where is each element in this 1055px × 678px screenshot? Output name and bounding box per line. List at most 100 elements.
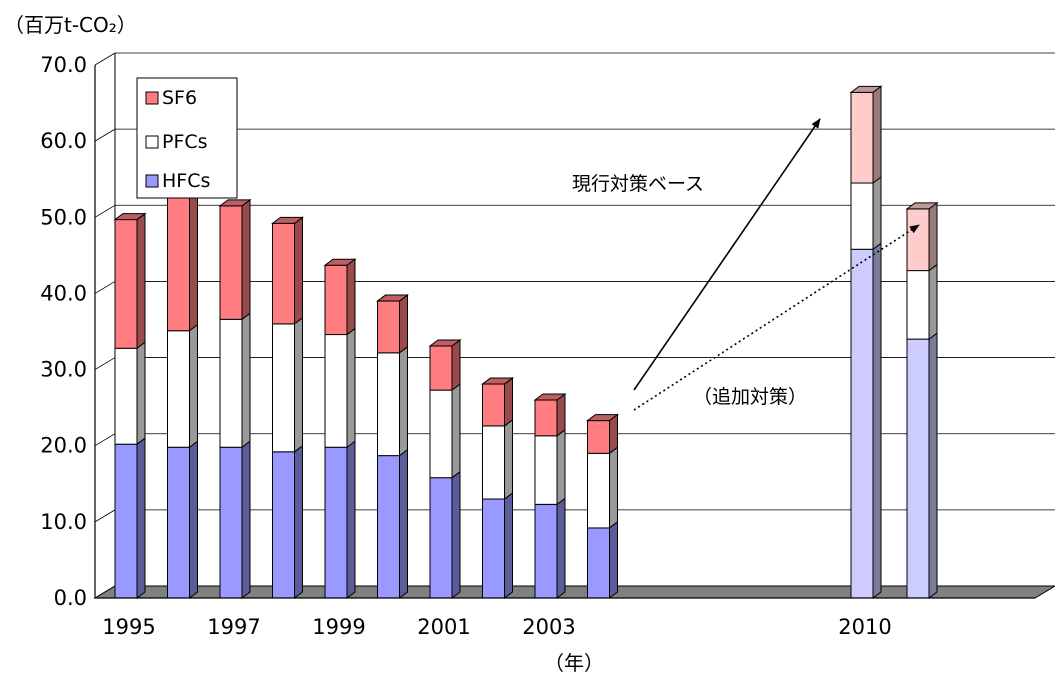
bar-side	[294, 316, 303, 453]
bar-top	[428, 339, 462, 347]
bar-face	[324, 264, 348, 336]
bar-side	[346, 440, 356, 599]
bar-face	[850, 248, 874, 599]
legend-swatch-hfcs	[145, 174, 159, 188]
bar-face	[272, 451, 295, 599]
bar-segment-hfcs	[272, 444, 303, 599]
bar-face	[534, 435, 558, 505]
bar-side	[872, 176, 882, 251]
bar-side	[504, 418, 513, 501]
gridline-wall	[94, 52, 116, 66]
bar-face	[219, 205, 243, 320]
annotations: 現行対策ベース （追加対策）	[572, 118, 920, 411]
bar-side	[294, 444, 303, 599]
bar-side	[451, 338, 461, 392]
gridline-wall	[94, 509, 116, 523]
bar-face	[482, 383, 505, 427]
gridline-wall	[94, 128, 116, 142]
bar-segment-hfcs	[587, 520, 618, 599]
additional-measures-arrow	[633, 224, 920, 411]
bar-face	[377, 300, 400, 354]
bar-face	[429, 389, 453, 479]
bar-segment-sf6	[481, 377, 514, 427]
bar-face	[272, 323, 295, 453]
bar-side	[451, 383, 461, 479]
bar-top	[271, 216, 304, 224]
bar-side	[399, 294, 408, 354]
bar-side	[556, 497, 566, 599]
bar-segment-hfcs	[429, 470, 461, 599]
bar-face	[167, 330, 190, 448]
bar-side	[451, 470, 461, 599]
bar-face	[167, 446, 190, 599]
bar-face	[482, 498, 505, 599]
gridline-wall	[94, 281, 116, 294]
bar-segment-hfcs	[167, 440, 198, 599]
gridline-wall	[94, 204, 116, 218]
bar-face	[906, 338, 930, 599]
bar-face	[587, 420, 610, 454]
bar-face	[906, 270, 930, 340]
bar-side	[872, 85, 882, 185]
y-tick-label: 50.0	[40, 205, 87, 229]
bar-top	[586, 414, 619, 422]
bar-segment-pfcs	[906, 263, 938, 341]
bar-face	[219, 446, 243, 599]
x-axis-label: （年）	[544, 651, 604, 675]
bar-face	[272, 222, 295, 325]
bar-segment-pfcs	[482, 418, 513, 501]
bar-segment-sf6	[218, 198, 252, 321]
bar-segment-pfcs	[850, 176, 882, 251]
x-tick-label: 1999	[312, 615, 365, 639]
current-measures-label: 現行対策ベース	[572, 173, 704, 195]
y-tick-label: 20.0	[40, 434, 87, 458]
current-measures-arrow	[633, 118, 821, 391]
x-tick-label: 1995	[102, 615, 155, 639]
legend: SF6 PFCs HFCs	[136, 77, 238, 199]
bar-side	[504, 377, 513, 427]
bar-side	[399, 448, 408, 599]
bar-side	[241, 198, 251, 321]
bar-face	[534, 399, 558, 437]
bar-top	[533, 393, 567, 401]
bar-segment-pfcs	[219, 312, 251, 449]
bar-top	[218, 199, 252, 207]
bar-side	[928, 263, 938, 341]
bar-face	[850, 91, 874, 184]
bar-side	[346, 258, 356, 336]
bar-face	[482, 425, 505, 500]
y-tick-label: 30.0	[40, 358, 87, 382]
bar-segment-sf6	[166, 188, 199, 332]
x-tick-label: 2001	[417, 615, 470, 639]
bar-face	[587, 452, 610, 529]
bar-side	[346, 327, 356, 449]
bar-segment-pfcs	[272, 316, 303, 453]
bar-face	[377, 352, 400, 457]
bar-face	[114, 443, 138, 599]
axis-layer: 0.0 10.0 20.0 30.0 40.0 50.0 60.0 70.0 1995 1997 1…	[40, 53, 1035, 639]
bar-face	[377, 455, 400, 599]
bar-side	[872, 242, 882, 599]
bar-layer	[113, 85, 939, 599]
legend-label-hfcs: HFCs	[162, 170, 210, 192]
bar-face	[167, 194, 190, 332]
bar-segment-pfcs	[377, 345, 408, 457]
bar-face	[324, 334, 348, 448]
bar-segment-hfcs	[850, 242, 882, 599]
bar-side	[294, 216, 303, 325]
bar-top	[323, 258, 357, 266]
bar-side	[189, 440, 198, 599]
bar-segment-hfcs	[906, 332, 938, 599]
bar-segment-pfcs	[324, 327, 356, 449]
bar-face	[587, 527, 610, 599]
bar-segment-hfcs	[482, 492, 513, 599]
bar-side	[556, 428, 566, 506]
bar-segment-pfcs	[534, 428, 566, 506]
bar-side	[504, 492, 513, 599]
bar-top	[849, 85, 883, 93]
bar-side	[136, 212, 146, 350]
bar-side	[556, 393, 566, 437]
bar-segment-sf6	[271, 216, 304, 325]
y-tick-label: 0.0	[54, 586, 87, 610]
bar-segment-sf6	[533, 393, 567, 437]
